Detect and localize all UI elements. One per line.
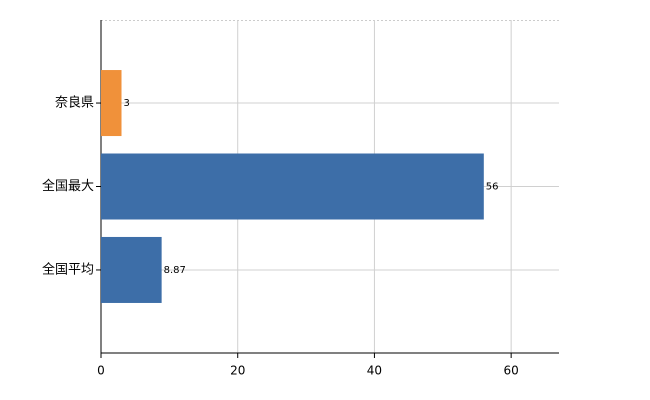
y-tick-label: 全国平均 bbox=[42, 261, 94, 277]
bar bbox=[101, 236, 162, 303]
data-label: 56 bbox=[486, 182, 499, 193]
data-label: 3 bbox=[124, 98, 130, 109]
x-tick-label: 60 bbox=[504, 364, 519, 378]
data-label: 8.87 bbox=[164, 265, 186, 276]
x-tick-label: 20 bbox=[230, 364, 245, 378]
x-tick-label: 40 bbox=[367, 364, 382, 378]
bar bbox=[101, 153, 484, 220]
y-tick-label: 全国最大 bbox=[42, 178, 94, 194]
y-tick-label: 奈良県 bbox=[55, 95, 94, 111]
x-tick-label: 0 bbox=[97, 364, 105, 378]
bar bbox=[101, 70, 122, 137]
